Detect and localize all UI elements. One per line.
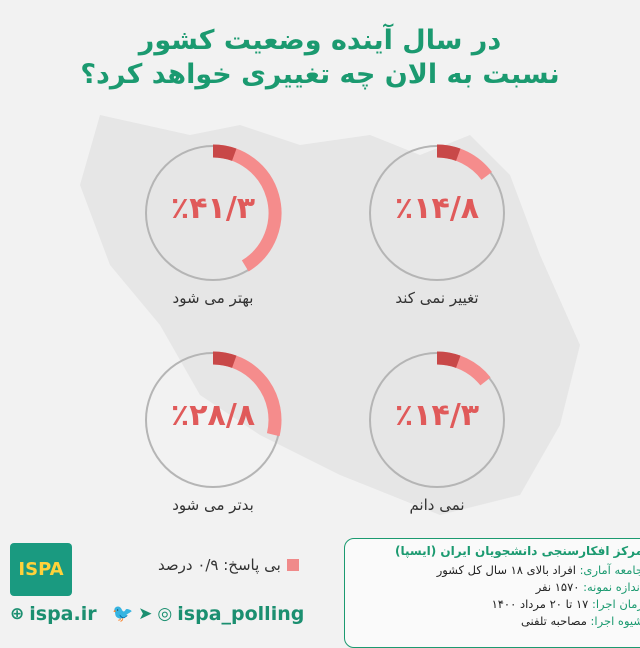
ispa-logo: ISPA bbox=[10, 543, 72, 596]
donut-value-label: ٪۴۱/۳ bbox=[170, 191, 256, 226]
survey-info-box: مرکز افکارسنجی دانشجویان ایران (ایسپا) ج… bbox=[344, 538, 640, 648]
social-handle[interactable]: 🐦 ➤ ◎ ispa_polling bbox=[112, 603, 305, 625]
donut-category-label: نمی دانم bbox=[409, 496, 465, 514]
info-row: اندازه نمونه: ۱۵۷۰ نفر bbox=[535, 580, 640, 594]
info-row: جامعه آماری: افراد بالای ۱۸ سال کل کشور bbox=[436, 563, 640, 577]
donut-arc bbox=[212, 144, 282, 272]
twitter-icon: 🐦 bbox=[112, 604, 134, 624]
instagram-icon: ◎ bbox=[157, 604, 173, 624]
no-answer-text: بی پاسخ: ۰/۹ درصد bbox=[158, 556, 281, 574]
info-row: شیوه اجرا: مصاحبه تلفنی bbox=[520, 614, 640, 628]
no-answer-note: بی پاسخ: ۰/۹ درصد bbox=[158, 556, 299, 574]
title-line-2: نسبت به الان چه تغییری خواهد کرد؟ bbox=[80, 59, 560, 90]
title-line-1: در سال آینده وضعیت کشور bbox=[138, 25, 502, 56]
globe-icon: ⊕ bbox=[10, 604, 25, 624]
info-heading: مرکز افکارسنجی دانشجویان ایران (ایسپا) bbox=[395, 544, 640, 558]
donut-arc-start bbox=[212, 351, 237, 368]
donut-value-label: ٪۱۴/۳ bbox=[394, 398, 480, 433]
donut-value-label: ٪۱۴/۸ bbox=[394, 191, 480, 226]
legend-swatch bbox=[286, 559, 299, 571]
telegram-icon: ➤ bbox=[138, 604, 153, 624]
donut-category-label: بهتر می شود bbox=[172, 289, 254, 307]
info-row: زمان اجرا: ۱۷ تا ۲۰ مرداد ۱۴۰۰ bbox=[491, 597, 640, 611]
donut-arc-start bbox=[436, 144, 461, 161]
donut-value-label: ٪۲۸/۸ bbox=[170, 398, 256, 433]
donut-category-label: تغییر نمی کند bbox=[395, 289, 479, 307]
donut-category-label: بدتر می شود bbox=[172, 496, 254, 514]
iran-map-background bbox=[80, 115, 580, 515]
website-link[interactable]: ⊕ ispa.ir bbox=[10, 603, 97, 625]
donut-arc-start bbox=[436, 351, 461, 368]
donut-arc-start bbox=[212, 144, 237, 161]
